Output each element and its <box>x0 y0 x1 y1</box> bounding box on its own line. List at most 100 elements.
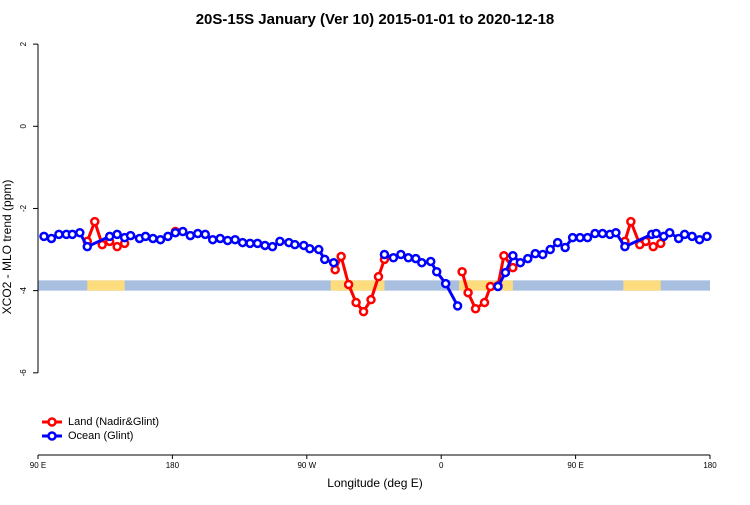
point <box>54 229 64 240</box>
point <box>463 287 473 298</box>
point <box>163 231 173 242</box>
point <box>611 227 621 238</box>
point <box>67 229 78 240</box>
point <box>140 231 151 242</box>
point <box>523 253 533 264</box>
point <box>178 226 188 237</box>
y-tick-label: -6 <box>19 369 28 377</box>
point <box>452 301 463 311</box>
point <box>222 235 233 246</box>
point <box>82 241 93 252</box>
y-tick-label: 0 <box>19 124 28 129</box>
point <box>508 262 518 273</box>
point <box>89 216 100 227</box>
point <box>567 232 578 243</box>
point <box>493 281 503 292</box>
y-axis-label: XCO2 - MLO trend (ppm) <box>0 180 14 315</box>
point <box>373 271 384 282</box>
point <box>148 233 158 244</box>
point <box>411 253 421 264</box>
point <box>207 234 218 245</box>
point <box>575 232 585 243</box>
point <box>673 233 684 244</box>
legend-label: Land (Nadir&Glint) <box>68 416 159 428</box>
x-tick-label: 90 W <box>297 461 316 470</box>
point <box>500 267 511 278</box>
point <box>417 257 427 268</box>
point <box>193 228 203 239</box>
point <box>290 239 300 250</box>
point <box>560 242 570 253</box>
point <box>687 231 697 242</box>
point <box>440 278 451 289</box>
point <box>457 266 467 277</box>
point <box>245 238 255 249</box>
point <box>515 257 526 268</box>
point <box>200 229 211 240</box>
point <box>46 233 57 244</box>
x-tick-label: 90 E <box>567 461 583 470</box>
point <box>403 253 414 263</box>
point <box>358 306 369 317</box>
shading-highlight <box>87 280 125 291</box>
legend-marker <box>47 417 57 427</box>
point <box>597 228 608 239</box>
point <box>112 241 122 252</box>
point <box>305 243 315 254</box>
point <box>336 251 346 262</box>
point <box>39 231 49 242</box>
point <box>351 297 361 308</box>
point <box>431 266 442 277</box>
point <box>215 233 225 244</box>
point <box>651 228 661 239</box>
point <box>545 244 555 255</box>
point <box>694 234 705 245</box>
point <box>260 240 270 251</box>
shading-highlight <box>330 280 385 291</box>
x-axis-label: Longitude (deg E) <box>327 476 422 490</box>
point <box>275 236 285 247</box>
x-tick-label: 180 <box>703 461 717 470</box>
point <box>648 241 659 252</box>
legend-marker <box>47 431 57 441</box>
y-tick-label: 2 <box>19 41 28 46</box>
point <box>479 297 490 308</box>
point <box>319 254 330 265</box>
point <box>237 237 248 248</box>
y-tick-label: -4 <box>19 287 28 295</box>
point <box>343 279 354 290</box>
point <box>185 230 196 241</box>
point <box>379 249 390 260</box>
point <box>112 229 122 240</box>
legend-label: Ocean (Glint) <box>68 430 133 442</box>
point <box>230 234 240 245</box>
point <box>366 294 376 305</box>
point <box>537 249 548 260</box>
point <box>75 227 85 238</box>
point <box>626 216 636 227</box>
x-tick-label: 0 <box>439 461 444 470</box>
point <box>485 281 496 292</box>
point <box>664 227 675 238</box>
point <box>104 231 115 242</box>
point <box>530 248 541 259</box>
point <box>267 241 278 252</box>
shading-highlight <box>623 280 661 291</box>
point <box>388 253 399 263</box>
point <box>396 249 406 260</box>
chart-title: 20S-15S January (Ver 10) 2015-01-01 to 2… <box>196 11 555 28</box>
point <box>470 303 481 314</box>
point <box>679 229 690 240</box>
point <box>125 230 136 241</box>
point <box>425 256 436 267</box>
x-tick-label: 180 <box>166 461 180 470</box>
point <box>170 227 181 238</box>
point <box>590 228 600 239</box>
point <box>252 238 263 249</box>
y-tick-label: -2 <box>19 204 28 212</box>
point <box>508 250 518 261</box>
point <box>155 234 166 245</box>
point <box>313 244 324 255</box>
